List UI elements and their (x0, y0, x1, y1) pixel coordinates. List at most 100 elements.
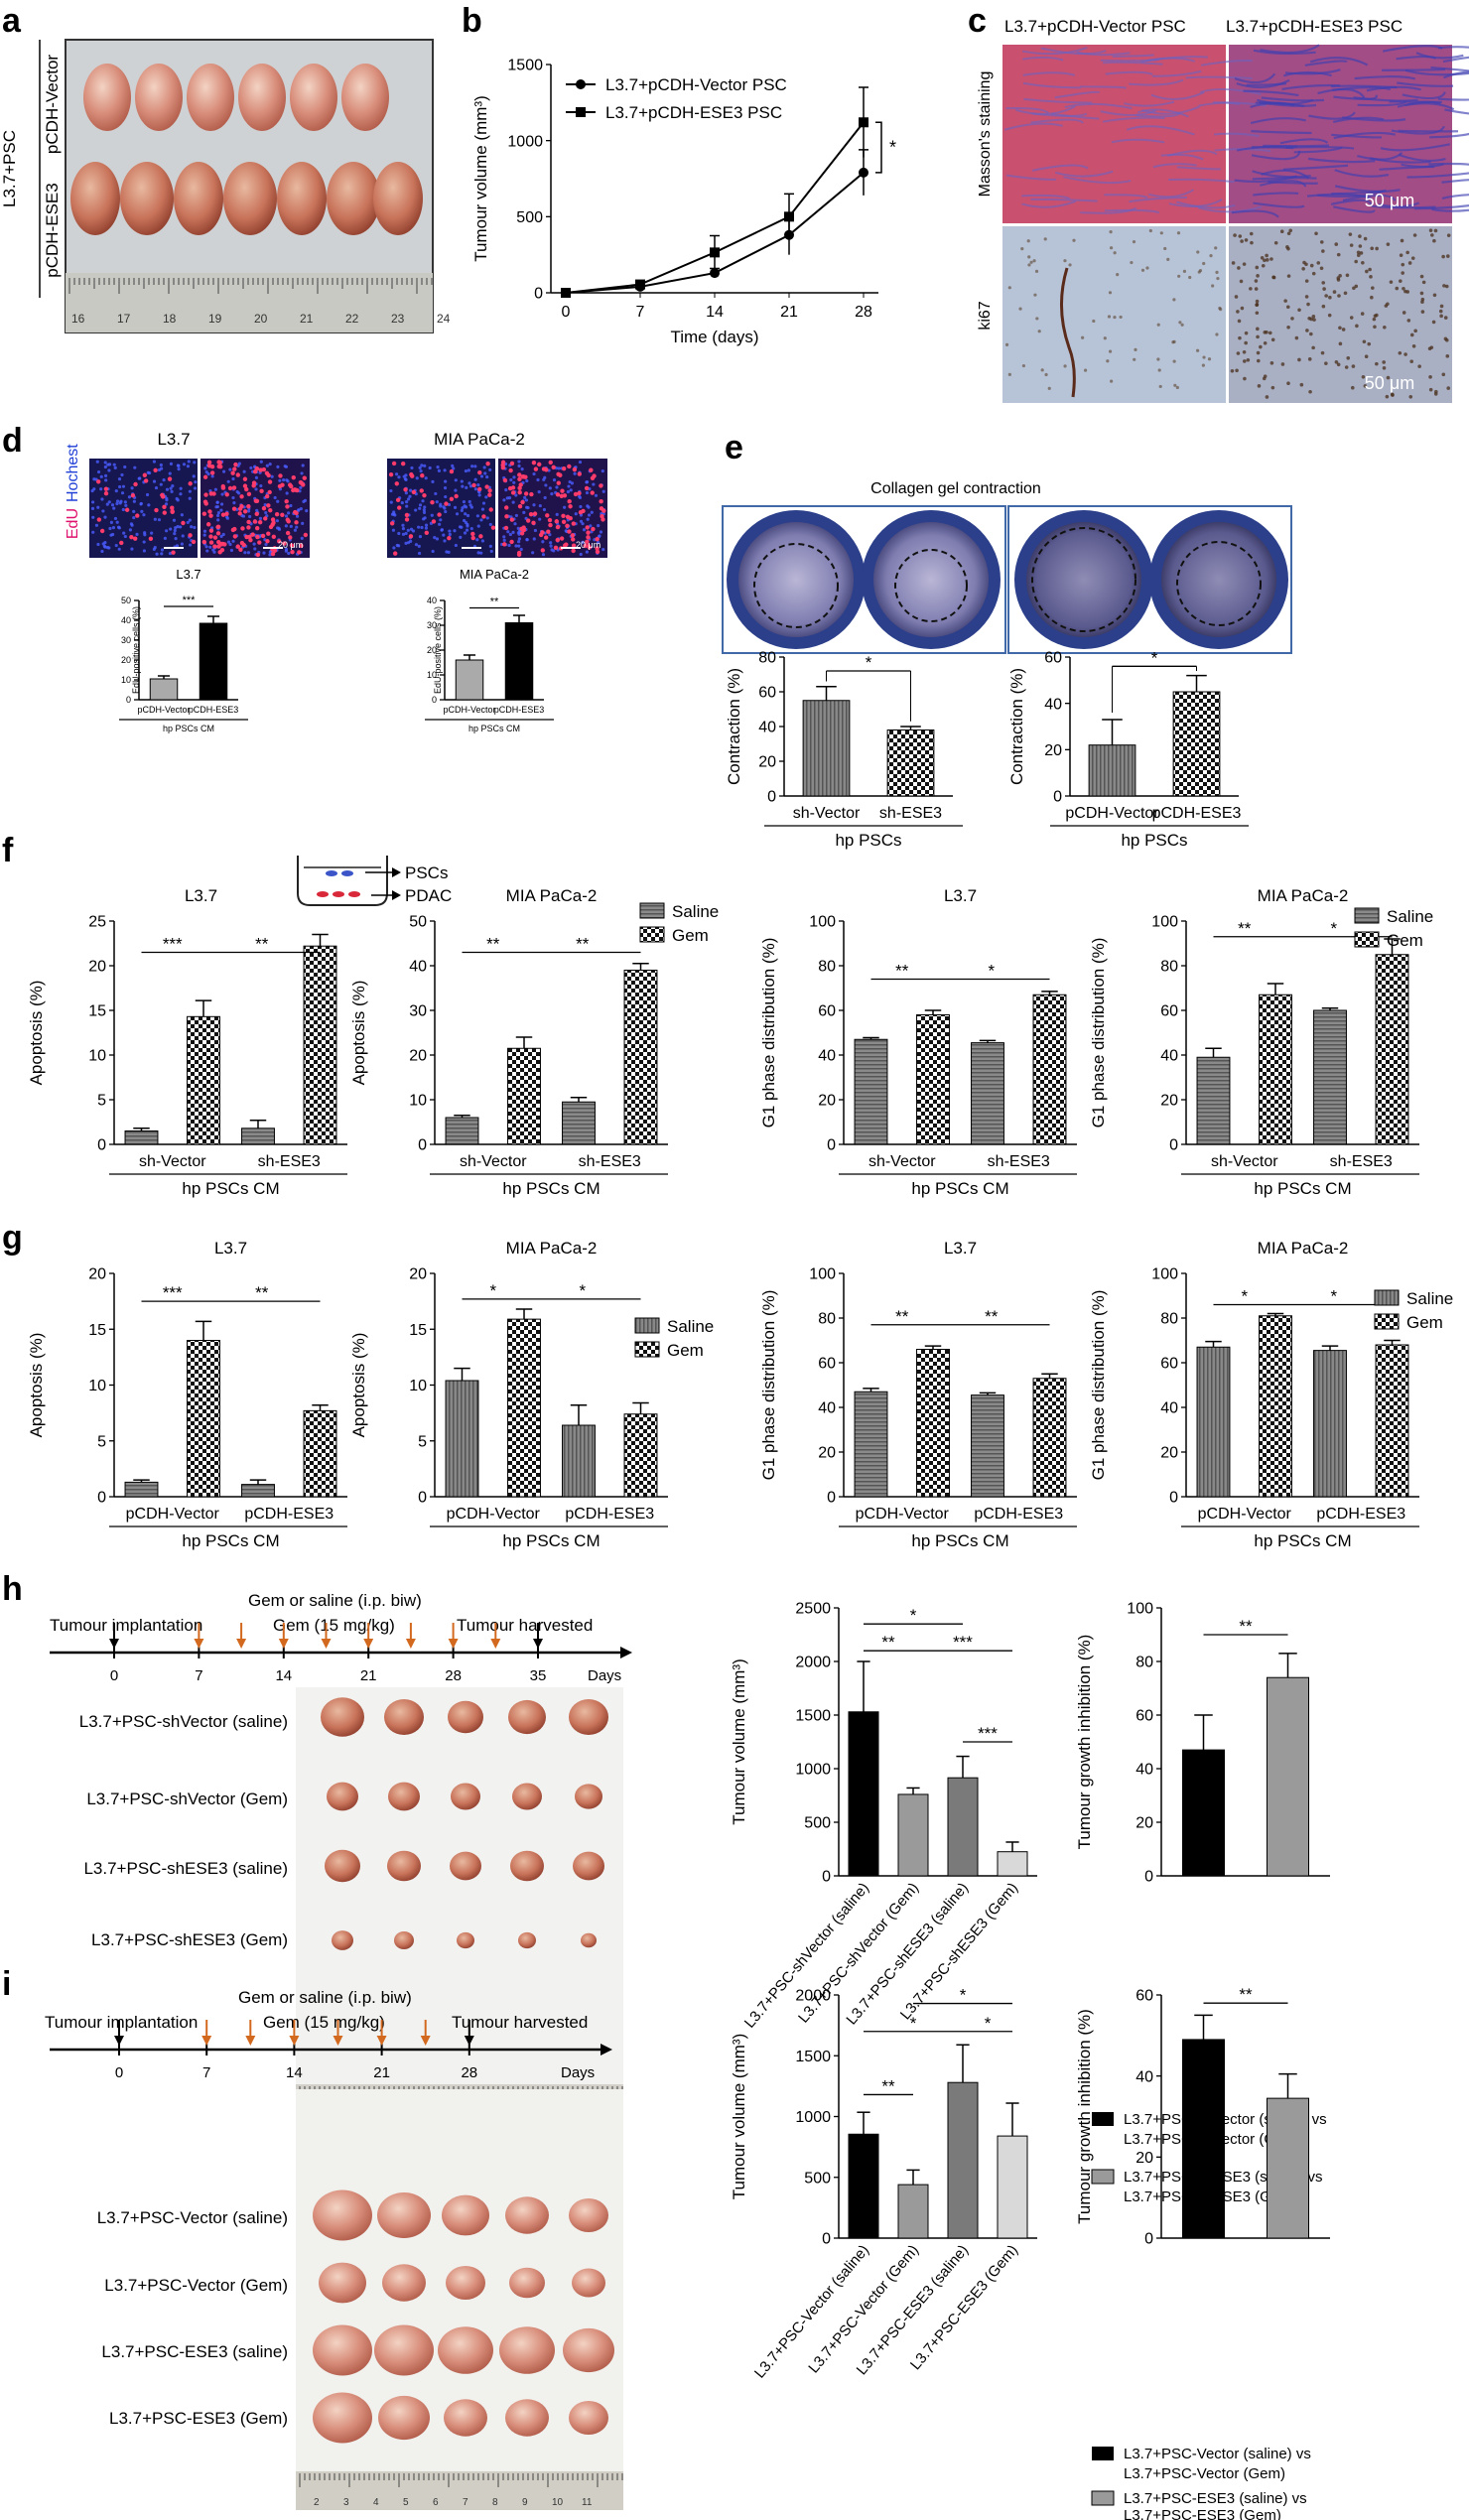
y-tick-label: 100 (1127, 1601, 1153, 1618)
y-tick-label: 0 (126, 695, 131, 705)
ruler-number: 10 (552, 2497, 564, 2508)
x-tick-label: pCDH-ESE3 (974, 1506, 1063, 1523)
x-axis-title: Time (days) (670, 328, 758, 346)
y-tick-label: 40 (121, 615, 131, 625)
significance-label: * (910, 1606, 917, 1625)
panel-e-title: Collagen gel contraction (870, 480, 1041, 497)
chart-g2: 0 5 10 15 20 Apoptosis (%) pCDH-Vector pCDH-ESE… (349, 1239, 714, 1550)
timeline-tick-label: 0 (115, 2064, 123, 2081)
y-axis-title: G1 phase distribution (%) (759, 938, 778, 1128)
y-tick-label: 10 (427, 670, 437, 680)
chart-f4: 0 20 40 60 80 100 G1 phase distribution (%) sh-… (1089, 886, 1433, 1198)
ki67-vector-image (1002, 226, 1226, 403)
significance-label: ** (895, 1307, 909, 1326)
bar-saline (1196, 1346, 1231, 1498)
significance-label: * (889, 138, 896, 158)
x-tick-label: 28 (855, 304, 872, 321)
y-axis-title: G1 phase distribution (%) (759, 1290, 778, 1481)
y-tick-label: 40 (409, 959, 427, 976)
significance-label: *** (978, 1724, 998, 1743)
i2-legend: L3.7+PSC-Vector (saline) vs L3.7+PSC-Vec… (1091, 2446, 1311, 2520)
h-label-gem-saline: Gem or saline (i.p. biw) (248, 1591, 422, 1610)
x-tick-label: pCDH-Vector (1198, 1506, 1292, 1523)
x-group-label: hp PSCs CM (911, 1531, 1008, 1550)
bar (1088, 744, 1136, 797)
ruler-number: 18 (163, 312, 177, 326)
ki67-ese3-image (1229, 226, 1452, 403)
transwell-schematic: PSCs PDAC (297, 856, 452, 906)
tumour-vector (187, 64, 234, 131)
x-tick-label: pCDH-ESE3 (565, 1506, 654, 1523)
panel-letter-g: g (2, 1219, 23, 1257)
h2-legend-swatch-1 (1092, 2112, 1114, 2126)
i2-legend-swatch-1 (1092, 2447, 1114, 2460)
bar-saline (241, 1484, 275, 1498)
panel-c: L3.7+pCDH-Vector PSC L3.7+pCDH-ESE3 PSC … (977, 17, 1469, 403)
bar (455, 659, 484, 701)
y-axis-title: Tumour volume (mm³) (730, 1658, 748, 1825)
bar (1267, 2097, 1309, 2239)
timeline-arrow (114, 2036, 124, 2046)
significance-label: * (988, 962, 995, 981)
dose-arrow (333, 2036, 343, 2046)
x-tick-label: pCDH-Vector (447, 1506, 541, 1523)
timeline-arrow (109, 1639, 119, 1649)
bar (1182, 1749, 1225, 1877)
x-group-label: hp PSCs CM (502, 1531, 600, 1550)
significance-label: ** (255, 935, 269, 954)
tumour-ese3 (277, 162, 327, 235)
dose-arrow (490, 1639, 501, 1649)
y-tick-label: 1500 (507, 58, 543, 74)
tumour (374, 2324, 434, 2376)
bar-gem (507, 1047, 541, 1145)
y-tick-label: 5 (97, 1433, 106, 1450)
tumour (313, 2324, 372, 2376)
significance-label: * (1241, 1287, 1248, 1306)
bar-gem (916, 1349, 950, 1498)
y-tick-label: 10 (88, 1378, 106, 1394)
dose-arrow (363, 1639, 374, 1649)
y-tick-label: 500 (516, 209, 543, 226)
h-days-unit: Days (588, 1667, 621, 1684)
tumour-ese3 (120, 162, 174, 235)
i-row-label-4: L3.7+PSC-ESE3 (Gem) (109, 2409, 288, 2428)
y-tick-label: 2000 (795, 1988, 831, 2005)
y-tick-label: 5 (418, 1433, 427, 1450)
significance-label: ** (1238, 919, 1252, 938)
tumour (510, 1850, 544, 1882)
x-group-label: hp PSCs CM (1254, 1179, 1351, 1198)
chart-title: L3.7 (944, 886, 977, 905)
tumour-vector (290, 64, 337, 131)
significance-label: ** (490, 597, 499, 608)
i-row-label-1: L3.7+PSC-Vector (saline) (97, 2208, 288, 2227)
legend-label: L3.7+pCDH-Vector PSC (605, 75, 787, 94)
y-axis-title: Apoptosis (%) (349, 1333, 368, 1438)
y-tick-label: 0 (827, 1137, 836, 1154)
y-tick-label: 50 (121, 596, 131, 605)
legend-label: Gem (667, 1341, 704, 1360)
tumour (450, 1851, 481, 1881)
data-point (710, 268, 720, 279)
tumour (569, 1699, 608, 1735)
bar-saline (854, 1391, 888, 1498)
significance-label: * (866, 653, 872, 672)
tumour (457, 1931, 474, 1949)
tumour (505, 2399, 549, 2437)
y-tick-label: 100 (809, 1266, 836, 1283)
bar-gem (1375, 1344, 1409, 1498)
legend-swatch (639, 902, 665, 919)
legend-label: Gem (1406, 1313, 1443, 1332)
y-tick-label: 100 (1151, 914, 1178, 931)
timeline-tick-label: 7 (195, 1667, 202, 1684)
bar-saline (854, 1038, 888, 1145)
panel-c-col-title-ese3: L3.7+pCDH-ESE3 PSC (1226, 17, 1402, 36)
tumour-vector (238, 64, 286, 131)
y-tick-label: 0 (1169, 1490, 1178, 1507)
panel-letter-f: f (2, 832, 14, 869)
y-tick-label: 100 (809, 914, 836, 931)
x-tick-label: 7 (636, 304, 645, 321)
significance-label: * (1330, 1287, 1337, 1306)
schematic-pdac-label: PDAC (405, 886, 452, 905)
y-tick-label: 0 (432, 695, 437, 705)
